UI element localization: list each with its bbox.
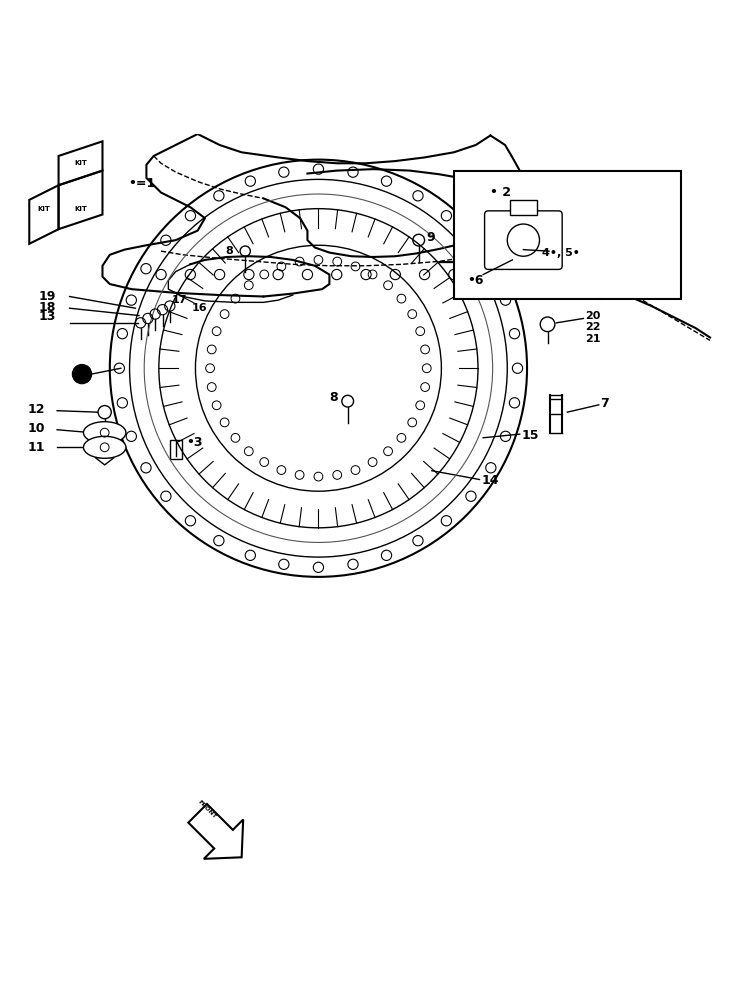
Text: KIT: KIT [74,206,87,212]
Text: 15: 15 [522,429,539,442]
Text: 10: 10 [28,422,45,435]
Text: 21: 21 [586,334,601,344]
Text: 9: 9 [426,231,435,244]
Text: 7: 7 [600,397,609,410]
Text: 17: 17 [172,295,187,305]
Text: 22: 22 [586,322,601,332]
Text: 8: 8 [329,391,338,404]
Text: 19: 19 [38,290,56,303]
Text: 20: 20 [586,311,601,321]
Text: •6: •6 [467,274,484,287]
Ellipse shape [83,436,126,458]
Text: KIT: KIT [74,160,87,166]
Bar [170,440,182,459]
Ellipse shape [83,422,126,444]
Bar [454,171,681,299]
Text: 18: 18 [38,301,56,314]
Text: •=1: •=1 [128,177,155,190]
Text: 8: 8 [225,246,233,256]
Text: • 2: • 2 [490,186,512,199]
Text: KIT: KIT [37,206,51,212]
Text: •3: •3 [187,436,203,449]
Text: 13: 13 [38,310,56,324]
Text: FRONT: FRONT [196,799,217,820]
Text: 4•, 5•: 4•, 5• [542,248,580,258]
FancyBboxPatch shape [485,211,562,269]
Circle shape [72,365,92,384]
Text: 14: 14 [482,474,499,487]
Text: 11: 11 [28,441,45,454]
Text: 12: 12 [28,403,45,416]
Bar [510,200,537,215]
Text: 16: 16 [192,303,207,313]
